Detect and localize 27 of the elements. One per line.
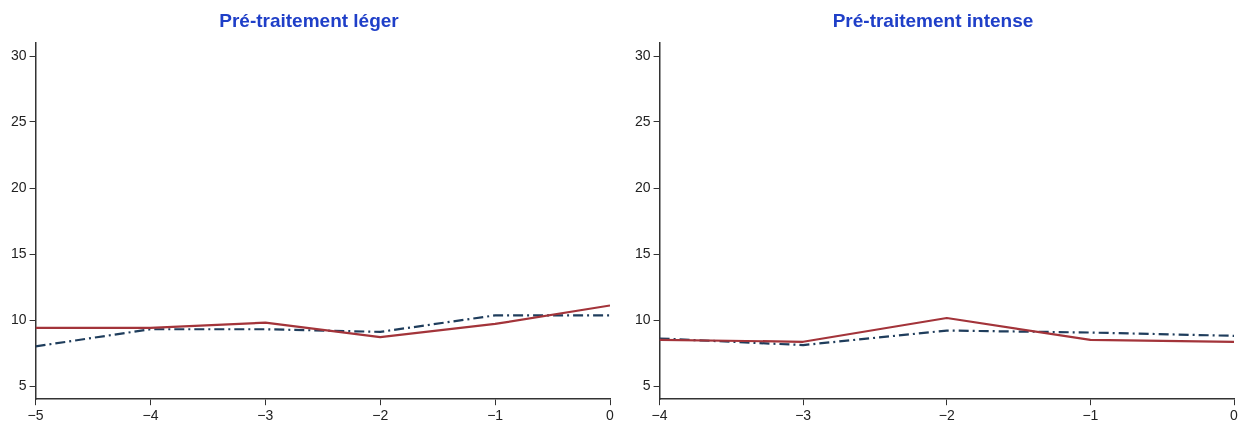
y-tick-label: 25 (10, 112, 27, 129)
x-tick-label: −3 (257, 407, 274, 424)
y-tick-label: 15 (10, 244, 27, 261)
y-tick-label: 5 (18, 376, 27, 393)
chart-title: Pré-traitement intense (832, 9, 1034, 31)
y-tick-label: 30 (634, 46, 651, 63)
x-tick-label: −2 (938, 407, 955, 424)
y-tick-label: 20 (634, 178, 651, 195)
x-tick-label: −4 (142, 407, 159, 424)
x-tick-label: −1 (1082, 407, 1099, 424)
y-tick-label: 10 (10, 310, 27, 327)
line-series (659, 329, 1234, 347)
y-tick-label: 25 (634, 112, 651, 129)
y-tick-label: 20 (10, 178, 27, 195)
y-tick-label: 5 (642, 376, 651, 393)
x-tick-label: −3 (795, 407, 812, 424)
line-series (35, 314, 610, 348)
x-tick-label: 0 (606, 407, 615, 424)
x-tick-label: 0 (1230, 407, 1239, 424)
x-tick-label: −5 (27, 407, 44, 424)
y-tick-label: 30 (10, 46, 27, 63)
chart-title: Pré-traitement léger (219, 9, 400, 31)
x-tick-label: −4 (651, 407, 668, 424)
y-tick-label: 15 (634, 244, 651, 261)
x-tick-label: −2 (372, 407, 389, 424)
x-tick-label: −1 (487, 407, 504, 424)
y-tick-label: 10 (634, 310, 651, 327)
